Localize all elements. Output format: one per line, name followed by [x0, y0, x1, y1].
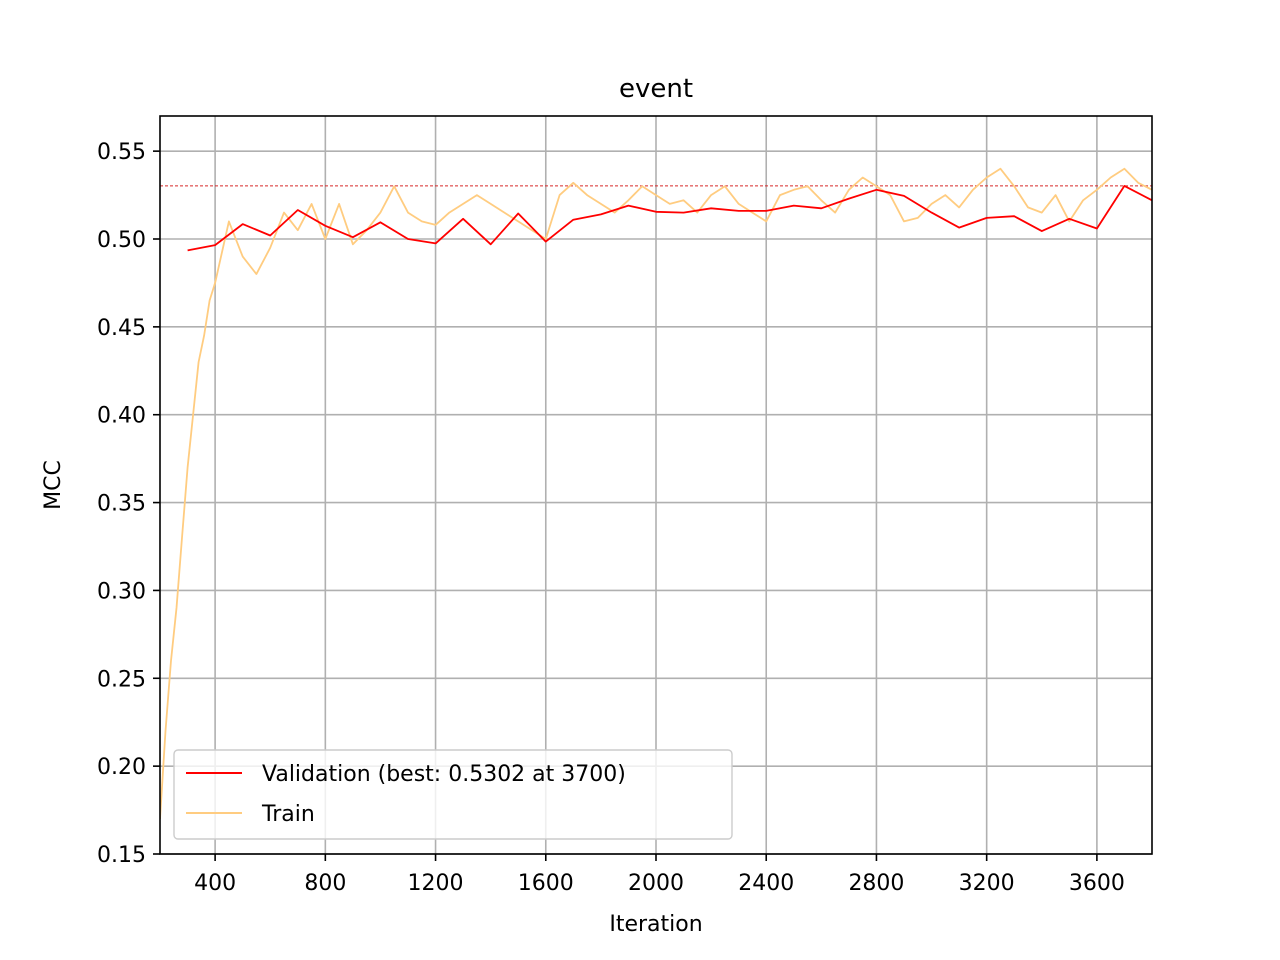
y-tick-label: 0.45: [97, 316, 146, 341]
series-layer: [160, 167, 1152, 819]
x-tick-label: 3200: [959, 871, 1015, 896]
y-tick-label: 0.55: [97, 140, 146, 165]
x-tick-label: 800: [304, 871, 346, 896]
y-tick-label: 0.50: [97, 228, 146, 253]
y-tick-label: 0.40: [97, 404, 146, 429]
x-tick-label: 2400: [738, 871, 794, 896]
validation-line: [187, 185, 1152, 252]
y-tick-label: 0.35: [97, 492, 146, 517]
legend-label-train: Train: [261, 802, 315, 827]
y-axis-title: MCC: [41, 460, 66, 510]
x-tick-label: 2800: [848, 871, 904, 896]
x-tick-label: 1600: [518, 871, 574, 896]
y-tick-label: 0.20: [97, 755, 146, 780]
y-tick-label: 0.15: [97, 843, 146, 868]
legend-label-validation: Validation (best: 0.5302 at 3700): [262, 762, 626, 787]
x-tick-label: 1200: [408, 871, 464, 896]
train-line: [160, 167, 1152, 819]
legend: Validation (best: 0.5302 at 3700) Train: [173, 749, 733, 840]
x-tick-label: 400: [194, 871, 236, 896]
y-tick-label: 0.30: [97, 579, 146, 604]
x-tick-label: 3600: [1069, 871, 1125, 896]
x-axis-title: Iteration: [609, 912, 702, 937]
legend-box: [173, 749, 733, 840]
y-tick-label: 0.25: [97, 667, 146, 692]
ticks: 400 800 1200 1600 2000 2400 2800 3200 3600 0.15 0.…: [97, 140, 1125, 896]
chart-title: event: [619, 74, 693, 104]
x-tick-label: 2000: [628, 871, 684, 896]
